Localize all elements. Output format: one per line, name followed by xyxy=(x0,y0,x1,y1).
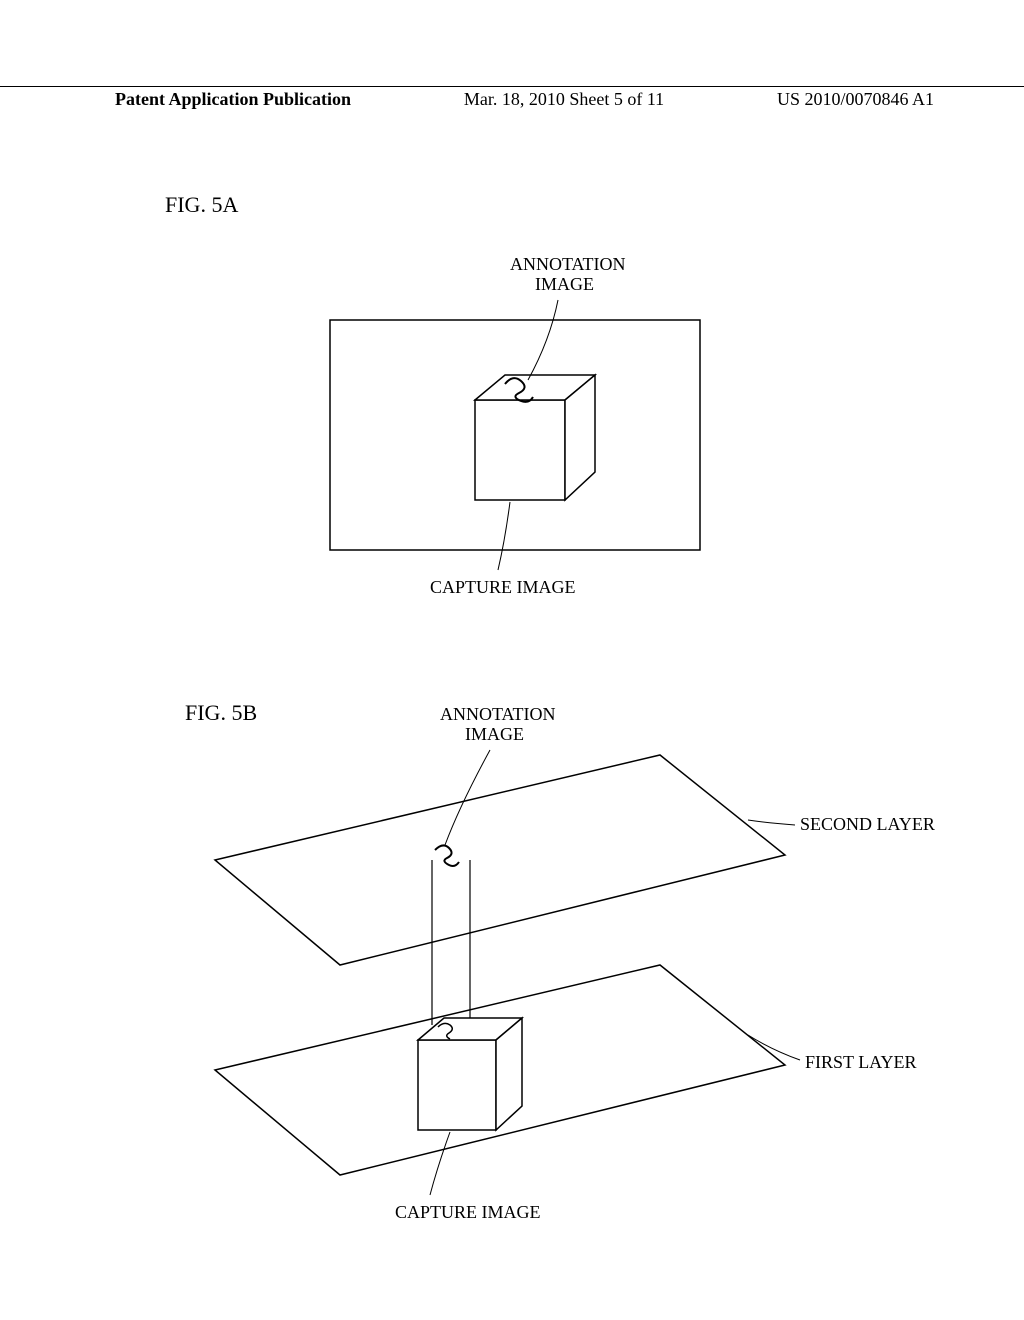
leader-capture-b xyxy=(430,1132,450,1195)
figure-5a-label: FIG. 5A xyxy=(165,192,238,218)
header-mid: Mar. 18, 2010 Sheet 5 of 11 xyxy=(464,89,664,110)
cube-front xyxy=(475,400,565,500)
leader-second-layer xyxy=(748,820,795,825)
annotation-label-1: ANNOTATION xyxy=(510,254,626,274)
annotation-b-label-1: ANNOTATION xyxy=(440,704,556,724)
second-layer-plane xyxy=(215,755,785,965)
page-header: Patent Application Publication Mar. 18, … xyxy=(0,86,1024,110)
capture-label-b: CAPTURE IMAGE xyxy=(395,1202,541,1222)
leader-annotation xyxy=(528,300,558,380)
annotation-label-2: IMAGE xyxy=(535,274,594,294)
header-row: Patent Application Publication Mar. 18, … xyxy=(0,89,1024,110)
capture-label: CAPTURE IMAGE xyxy=(430,577,576,597)
header-left: Patent Application Publication xyxy=(115,89,351,110)
scribble-top xyxy=(435,845,459,866)
leader-capture xyxy=(498,502,510,570)
second-layer-label: SECOND LAYER xyxy=(800,814,935,834)
leader-annotation-b xyxy=(445,750,490,845)
figure-5a-diagram: ANNOTATION IMAGE CAPTURE IMAGE xyxy=(110,250,930,620)
figure-5b-diagram: ANNOTATION IMAGE SECOND LAYER FIRST LAYE… xyxy=(40,690,1000,1250)
cube2-front xyxy=(418,1040,496,1130)
first-layer-label: FIRST LAYER xyxy=(805,1052,917,1072)
annotation-b-label-2: IMAGE xyxy=(465,724,524,744)
header-right: US 2010/0070846 A1 xyxy=(777,89,934,110)
